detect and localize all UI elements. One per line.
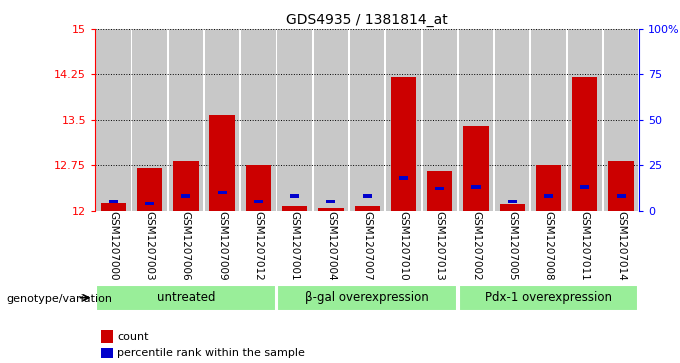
Bar: [471, 185, 481, 189]
Text: GSM1207005: GSM1207005: [507, 211, 517, 280]
Bar: [458, 285, 639, 311]
Bar: [350, 29, 384, 211]
Bar: [580, 185, 590, 189]
Bar: [277, 29, 312, 211]
Bar: [137, 168, 163, 211]
Text: percentile rank within the sample: percentile rank within the sample: [117, 348, 305, 358]
Bar: [282, 206, 307, 211]
Bar: [101, 330, 113, 343]
Bar: [245, 165, 271, 211]
Bar: [609, 161, 634, 211]
Bar: [391, 77, 416, 211]
Text: β-gal overexpression: β-gal overexpression: [305, 290, 429, 303]
Bar: [568, 29, 602, 211]
Bar: [354, 206, 380, 211]
Text: GSM1207006: GSM1207006: [181, 211, 191, 280]
Bar: [173, 161, 199, 211]
Bar: [508, 200, 517, 203]
Bar: [290, 194, 299, 198]
Bar: [133, 29, 167, 211]
Bar: [604, 29, 639, 211]
Bar: [318, 208, 343, 211]
Bar: [205, 29, 239, 211]
Text: GSM1207009: GSM1207009: [217, 211, 227, 280]
Bar: [572, 77, 598, 211]
Bar: [182, 194, 190, 198]
Text: GSM1207013: GSM1207013: [435, 211, 445, 280]
Text: GSM1207004: GSM1207004: [326, 211, 336, 280]
Bar: [531, 29, 566, 211]
Bar: [422, 29, 457, 211]
Bar: [427, 171, 452, 211]
Bar: [101, 203, 126, 211]
Text: untreated: untreated: [156, 290, 215, 303]
Bar: [145, 201, 154, 205]
Bar: [536, 165, 561, 211]
Text: GSM1207001: GSM1207001: [290, 211, 300, 280]
Bar: [459, 29, 493, 211]
Bar: [277, 285, 457, 311]
Text: GSM1207000: GSM1207000: [108, 211, 118, 280]
Bar: [209, 115, 235, 211]
Text: GSM1207003: GSM1207003: [145, 211, 154, 280]
Bar: [96, 285, 276, 311]
Bar: [500, 204, 525, 211]
Text: Pdx-1 overexpression: Pdx-1 overexpression: [485, 290, 612, 303]
Bar: [254, 200, 263, 203]
Bar: [101, 348, 113, 358]
Text: GSM1207002: GSM1207002: [471, 211, 481, 280]
Text: GSM1207012: GSM1207012: [254, 211, 263, 280]
Bar: [463, 126, 489, 211]
Bar: [218, 191, 226, 194]
Bar: [399, 176, 408, 180]
Bar: [495, 29, 530, 211]
Bar: [326, 200, 335, 203]
Bar: [362, 194, 372, 198]
Bar: [96, 29, 131, 211]
Text: GSM1207008: GSM1207008: [543, 211, 554, 280]
Bar: [109, 200, 118, 203]
Bar: [169, 29, 203, 211]
Text: GSM1207010: GSM1207010: [398, 211, 409, 280]
Text: GSM1207011: GSM1207011: [580, 211, 590, 280]
Bar: [617, 194, 626, 198]
Text: GSM1207007: GSM1207007: [362, 211, 372, 280]
Text: GSM1207014: GSM1207014: [616, 211, 626, 280]
Bar: [386, 29, 421, 211]
Bar: [544, 194, 553, 198]
Bar: [241, 29, 275, 211]
Text: count: count: [117, 332, 148, 342]
Title: GDS4935 / 1381814_at: GDS4935 / 1381814_at: [286, 13, 448, 26]
Bar: [435, 187, 444, 191]
Bar: [313, 29, 348, 211]
Text: genotype/variation: genotype/variation: [7, 294, 113, 305]
